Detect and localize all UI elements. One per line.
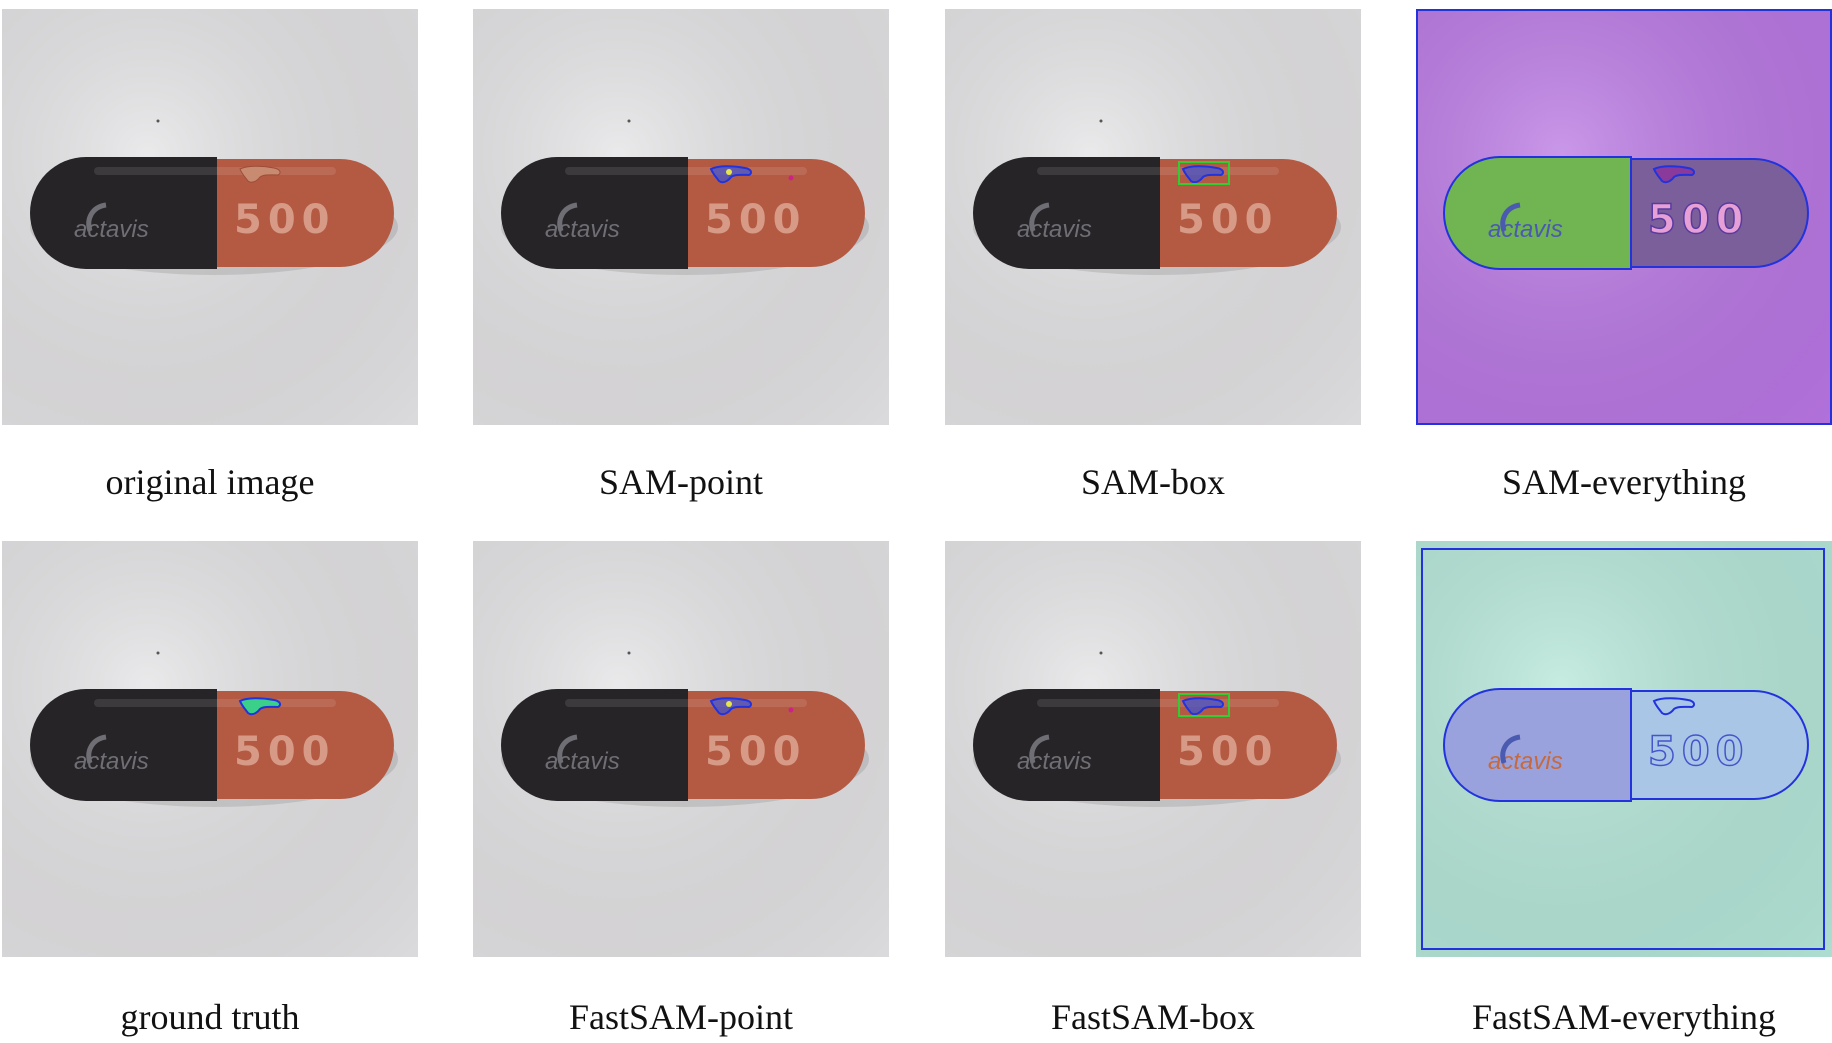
capsule-body: [688, 159, 865, 267]
caption-sam-everything: SAM-everything: [1502, 462, 1746, 502]
background-segment-outline: [1421, 548, 1825, 950]
background-segment-outline: [1416, 9, 1832, 425]
caption-sam-point: SAM-point: [598, 462, 764, 502]
brand-logo-icon: [557, 734, 578, 764]
ground-truth-mask: [238, 697, 282, 716]
capsule-number: 500: [705, 729, 807, 775]
prompt-box: [1178, 693, 1230, 717]
brand-logo-icon: [1029, 202, 1050, 232]
capsule-body: [217, 159, 394, 267]
panel-sam-everything: actavis 500: [1416, 9, 1832, 425]
capsule-number: 500: [234, 729, 336, 775]
capsule-number: 500: [234, 197, 336, 243]
capsule-body: [688, 691, 865, 799]
prompt-point-negative: [788, 175, 794, 181]
defect-segment: [1652, 697, 1696, 716]
capsule-number: 500: [1177, 729, 1279, 775]
dust-speck: [156, 119, 160, 123]
panel-sam-point: actavis 500: [473, 9, 889, 425]
caption-fastsam-box: FastSAM-box: [1050, 997, 1256, 1037]
capsule-number: 500: [1648, 729, 1750, 775]
caption-sam-box: SAM-box: [1080, 462, 1226, 502]
brand-label: actavis: [1488, 748, 1563, 775]
dust-speck: [1099, 651, 1103, 655]
caption-original-image: original image: [105, 462, 315, 502]
prompt-point-negative: [788, 707, 794, 713]
defect-segment: [1652, 165, 1696, 184]
caption-fastsam-everything: FastSAM-everything: [1472, 997, 1776, 1037]
capsule-image: actavis 500: [1416, 9, 1832, 425]
capsule-body: [1160, 691, 1337, 799]
capsule-number: 500: [1177, 197, 1279, 243]
capsule-body: [1630, 158, 1809, 268]
defect-mask: [1181, 165, 1225, 184]
caption-fastsam-point: FastSAM-point: [568, 997, 794, 1037]
panel-ground-truth: actavis 500: [2, 541, 418, 957]
capsule-image: actavis 500: [2, 541, 418, 957]
brand-logo-icon: [1500, 202, 1521, 232]
defect-region: [239, 165, 281, 183]
capsule-body: [1160, 159, 1337, 267]
capsule-cap: [1443, 156, 1632, 270]
capsule-image: actavis 500: [473, 9, 889, 425]
brand-label: actavis: [545, 216, 620, 243]
prompt-point: [726, 169, 732, 175]
capsule-body: [1630, 690, 1809, 800]
capsule-cap: [973, 157, 1160, 269]
capsule-number: 500: [1648, 197, 1750, 243]
brand-logo-icon: [86, 202, 107, 232]
panel-sam-box: actavis 500: [945, 9, 1361, 425]
panel-fastsam-everything: actavis 500: [1416, 541, 1832, 957]
brand-logo-icon: [86, 734, 107, 764]
brand-label: actavis: [545, 748, 620, 775]
dust-speck: [627, 119, 631, 123]
capsule-body: [217, 691, 394, 799]
brand-logo-icon: [557, 202, 578, 232]
brand-label: actavis: [1017, 216, 1092, 243]
capsule-image: actavis 500: [1416, 541, 1832, 957]
defect-mask: [709, 697, 753, 716]
capsule-cap: [501, 157, 688, 269]
capsule-cap: [30, 689, 217, 801]
panel-fastsam-point: actavis 500: [473, 541, 889, 957]
brand-label: actavis: [1488, 216, 1563, 243]
brand-logo-icon: [1029, 734, 1050, 764]
capsule-number: 500: [705, 197, 807, 243]
capsule-cap: [1443, 688, 1632, 802]
capsule-cap: [30, 157, 217, 269]
brand-logo-icon: [1500, 734, 1521, 764]
capsule-image: actavis 500: [945, 541, 1361, 957]
prompt-point: [726, 701, 732, 707]
brand-label: actavis: [1017, 748, 1092, 775]
brand-label: actavis: [74, 216, 149, 243]
capsule-image: actavis 500: [2, 9, 418, 425]
panel-original-image: actavis 500: [2, 9, 418, 425]
brand-label: actavis: [74, 748, 149, 775]
capsule-image: actavis 500: [473, 541, 889, 957]
capsule-image: actavis 500: [945, 9, 1361, 425]
dust-speck: [627, 651, 631, 655]
caption-ground-truth: ground truth: [120, 997, 300, 1037]
capsule-cap: [501, 689, 688, 801]
defect-mask: [1181, 697, 1225, 716]
dust-speck: [156, 651, 160, 655]
prompt-box: [1178, 161, 1230, 185]
defect-mask: [709, 165, 753, 184]
dust-speck: [1099, 119, 1103, 123]
panel-fastsam-box: actavis 500: [945, 541, 1361, 957]
capsule-cap: [973, 689, 1160, 801]
